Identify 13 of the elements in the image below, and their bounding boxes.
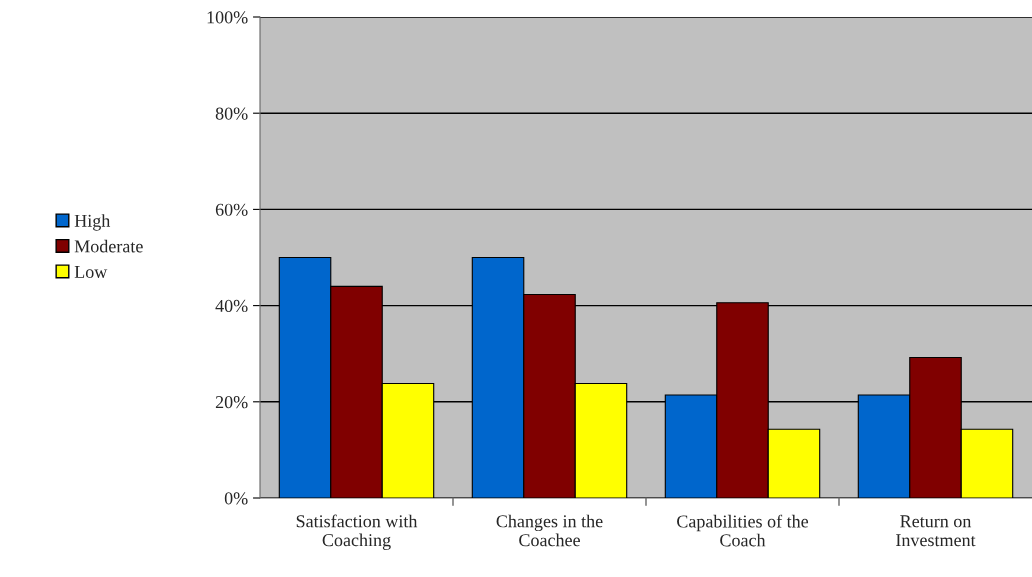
legend-label: Moderate [74, 239, 143, 253]
legend-label: Low [74, 265, 108, 278]
x-tick-label: Capabilities of the Coach [677, 514, 809, 547]
y-tick-label: 40% [215, 299, 248, 313]
legend-label: High [74, 214, 111, 231]
y-tick-label: 100% [207, 11, 248, 24]
y-tick-label: 60% [215, 203, 248, 216]
x-tick-label: Return on Investment [896, 515, 976, 547]
y-tick-label: 0% [224, 492, 248, 505]
y-tick-label: 20% [215, 396, 248, 409]
x-tick-label: Satisfaction with Coaching [296, 514, 418, 550]
y-tick-label: 80% [215, 107, 248, 120]
x-tick-label: Changes in the Coachee [496, 514, 603, 547]
